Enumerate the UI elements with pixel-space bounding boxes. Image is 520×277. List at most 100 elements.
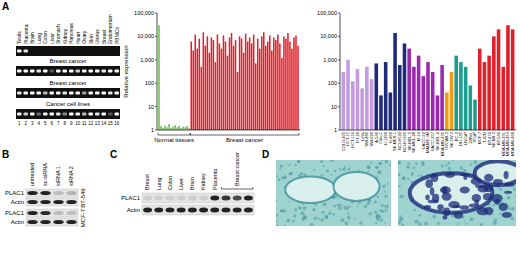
bar bbox=[393, 33, 397, 130]
stain bbox=[442, 192, 452, 200]
gel-band bbox=[63, 50, 68, 53]
nucleus bbox=[448, 167, 452, 171]
tissue-label: Skin bbox=[88, 34, 94, 44]
gel-band bbox=[43, 113, 48, 116]
gel-band bbox=[69, 113, 74, 116]
x-axis bbox=[157, 130, 300, 131]
bar bbox=[289, 42, 291, 130]
nucleus bbox=[354, 218, 356, 220]
nucleus bbox=[398, 185, 401, 188]
lane-label: Placenta bbox=[212, 168, 218, 190]
nucleus bbox=[381, 160, 383, 161]
y-tick bbox=[155, 130, 157, 131]
bar bbox=[342, 72, 346, 130]
gel-band bbox=[69, 70, 74, 73]
gel-band bbox=[30, 70, 35, 73]
blot-band bbox=[210, 196, 219, 201]
nucleus bbox=[325, 216, 328, 219]
nucleus bbox=[321, 218, 325, 222]
gel-band bbox=[95, 92, 100, 95]
tissue-label: PBMCs bbox=[114, 27, 120, 44]
x-axis bbox=[340, 130, 516, 131]
nucleus bbox=[389, 164, 391, 167]
gel-band bbox=[89, 92, 94, 95]
y-axis bbox=[157, 13, 158, 130]
bar bbox=[459, 62, 463, 130]
nucleus bbox=[276, 200, 277, 202]
bar bbox=[237, 72, 239, 130]
gel-band bbox=[76, 70, 81, 73]
y-tick-label: 1,000 bbox=[323, 57, 337, 63]
y-tick bbox=[338, 36, 340, 37]
gel-band bbox=[102, 92, 107, 95]
figure: ABCDTestisPlacentaBrainLungColonLiverSto… bbox=[0, 0, 520, 277]
stain bbox=[443, 207, 450, 216]
gel-band bbox=[115, 50, 120, 53]
bar bbox=[464, 67, 468, 130]
group-bracket bbox=[190, 133, 299, 135]
nucleus bbox=[457, 223, 459, 225]
cell-line-label: BT-549 bbox=[80, 188, 86, 208]
gel-band bbox=[30, 92, 35, 95]
blot-band bbox=[244, 208, 253, 213]
stain bbox=[424, 205, 431, 209]
nucleus bbox=[294, 208, 297, 211]
bar bbox=[436, 95, 440, 130]
row-label: PLAC1 bbox=[5, 210, 25, 216]
nucleus bbox=[402, 177, 405, 180]
nucleus bbox=[289, 163, 291, 165]
bar bbox=[291, 49, 293, 130]
blot-band bbox=[27, 220, 37, 224]
lane-label: Lung bbox=[156, 178, 162, 190]
blot-band bbox=[66, 191, 76, 195]
bar bbox=[205, 46, 207, 130]
nucleus bbox=[276, 213, 278, 217]
nucleus bbox=[401, 224, 404, 226]
bar bbox=[249, 37, 251, 130]
gel-band bbox=[30, 50, 35, 53]
gel-band bbox=[82, 70, 87, 73]
tissue-label: Uterus bbox=[94, 29, 100, 44]
blot-band bbox=[53, 200, 63, 204]
blot-band bbox=[143, 196, 152, 201]
blot-band bbox=[166, 208, 175, 213]
gel-band bbox=[76, 113, 81, 116]
bar bbox=[281, 58, 283, 130]
y-tick-label: 1,000 bbox=[140, 57, 154, 63]
lane-number: 10 bbox=[75, 121, 81, 126]
nucleus bbox=[328, 212, 331, 215]
bar bbox=[215, 62, 217, 130]
nucleus bbox=[407, 165, 410, 168]
gel-band bbox=[56, 113, 61, 116]
y-tick bbox=[155, 36, 157, 37]
gel-band bbox=[95, 113, 100, 116]
bar bbox=[398, 65, 402, 130]
bar bbox=[487, 56, 491, 130]
nucleus bbox=[322, 165, 324, 167]
nucleus bbox=[463, 169, 466, 172]
gel-band bbox=[102, 70, 107, 73]
nucleus bbox=[464, 220, 466, 222]
bar bbox=[227, 56, 229, 130]
y-tick bbox=[155, 83, 157, 84]
y-tick-label: 10 bbox=[148, 104, 154, 110]
stain bbox=[454, 211, 463, 218]
bar bbox=[223, 35, 225, 130]
plot bbox=[158, 25, 299, 130]
nucleus bbox=[473, 160, 477, 164]
blot-band bbox=[188, 208, 197, 213]
bar bbox=[267, 42, 269, 130]
nucleus bbox=[480, 223, 484, 226]
lane-number: 9 bbox=[70, 121, 73, 126]
bar bbox=[346, 60, 350, 130]
nucleus bbox=[294, 164, 296, 166]
gel-row-label: Breast cancer bbox=[49, 58, 86, 64]
bar bbox=[201, 67, 203, 130]
stain bbox=[448, 201, 460, 208]
nucleus bbox=[297, 160, 300, 163]
blot-band bbox=[66, 220, 76, 224]
nucleus bbox=[378, 170, 380, 172]
blot-band bbox=[27, 211, 37, 215]
bar bbox=[209, 53, 211, 130]
stain bbox=[471, 178, 482, 185]
